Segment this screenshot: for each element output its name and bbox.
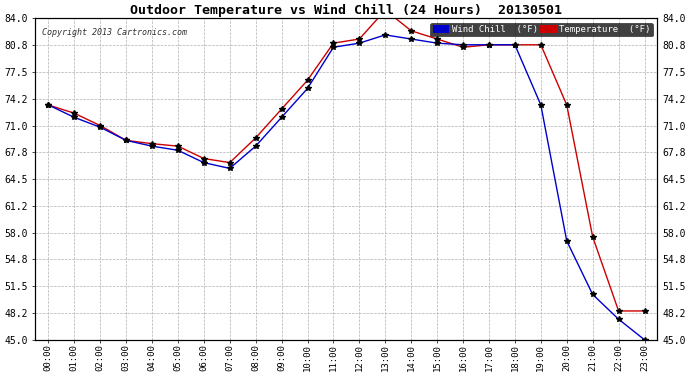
Legend: Wind Chill  (°F), Temperature  (°F): Wind Chill (°F), Temperature (°F)	[431, 23, 653, 36]
Text: Copyright 2013 Cartronics.com: Copyright 2013 Cartronics.com	[41, 28, 186, 37]
Title: Outdoor Temperature vs Wind Chill (24 Hours)  20130501: Outdoor Temperature vs Wind Chill (24 Ho…	[130, 4, 562, 17]
